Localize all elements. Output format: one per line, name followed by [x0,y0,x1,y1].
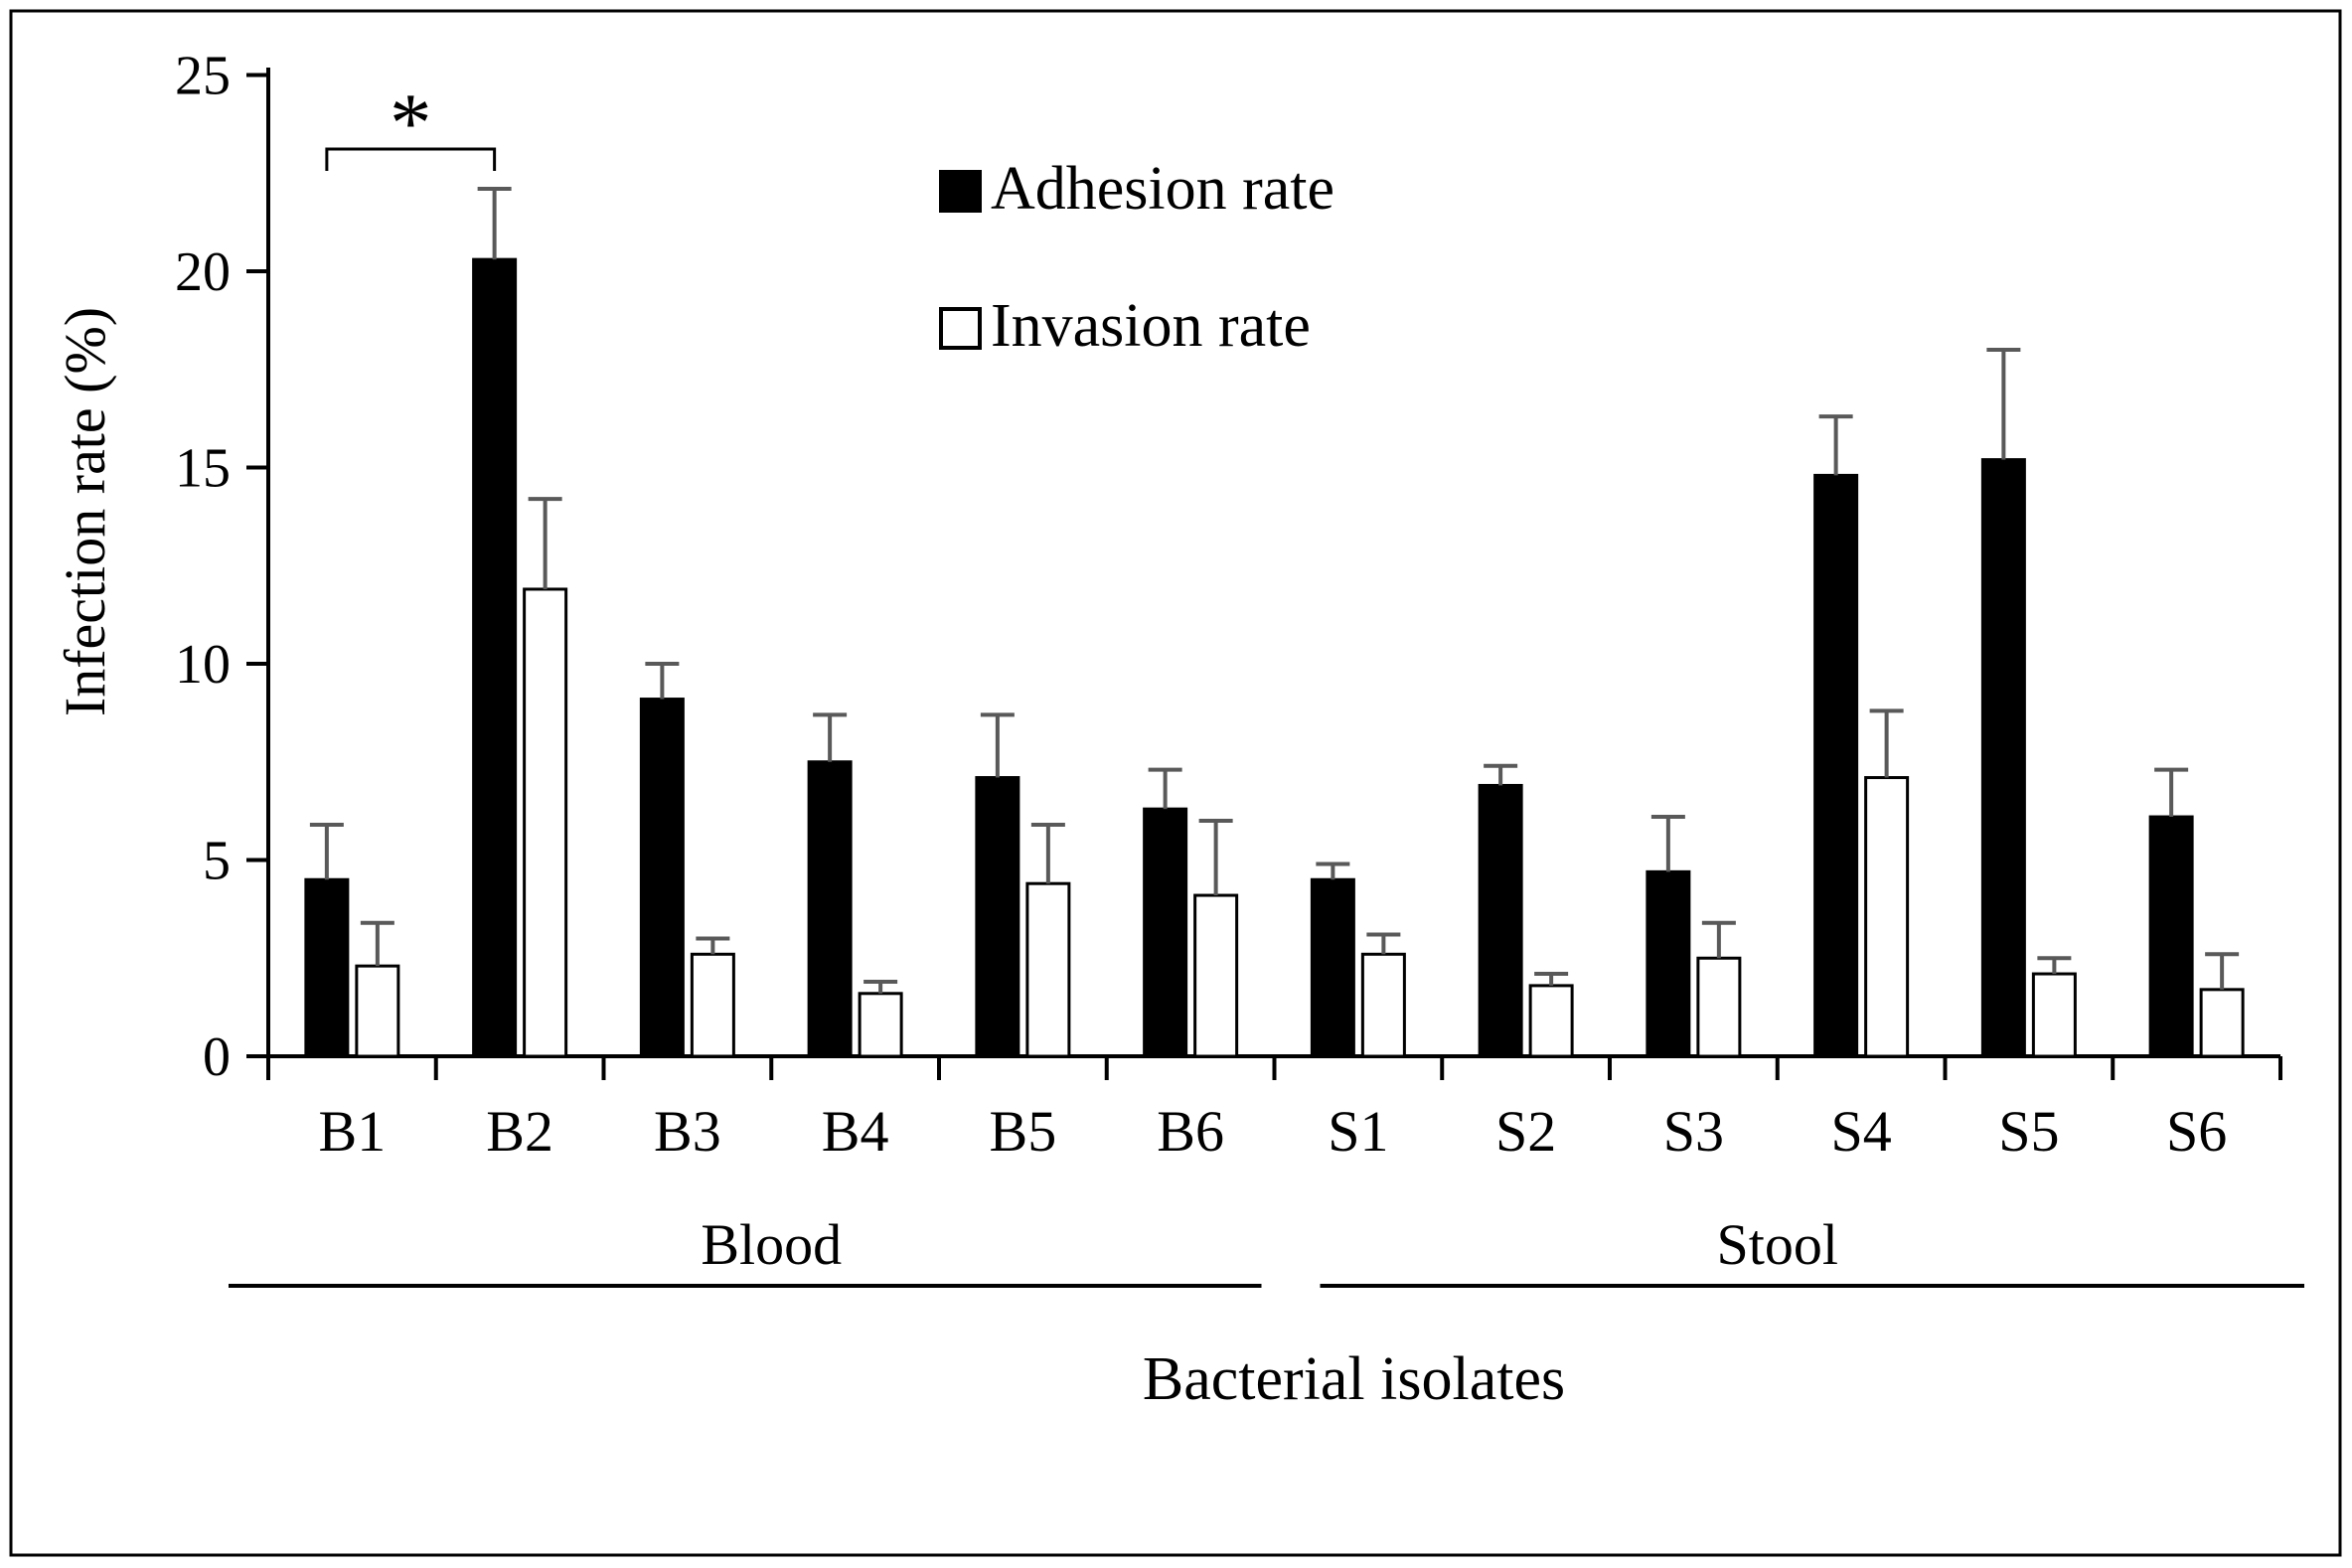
y-tick-label: 0 [203,1026,231,1088]
bar-S5-invasion [2031,972,2077,1058]
x-tick-label-B4: B4 [822,1099,889,1164]
bar-S5-adhesion [1980,458,2026,1058]
y-tick-label: 10 [175,634,231,696]
bar-B2-adhesion [472,257,518,1058]
x-tick-label-S4: S4 [1830,1099,1891,1164]
bar-S2-adhesion [1478,783,1523,1058]
x-tick-label-S6: S6 [2166,1099,2227,1164]
bar-S6-invasion [2199,988,2245,1058]
bar-B5-invasion [1025,881,1071,1058]
bar-S4-invasion [1864,776,1910,1058]
bar-B3-adhesion [639,698,685,1058]
significance-star: * [390,77,432,170]
y-tick-label: 5 [203,831,231,892]
legend-label-invasion: Invasion rate [991,292,1311,360]
x-tick-label-B6: B6 [1157,1099,1224,1164]
x-tick-label-B2: B2 [486,1099,553,1164]
bar-B4-adhesion [807,760,853,1058]
bar-S6-adhesion [2148,815,2194,1058]
legend-label-adhesion: Adhesion rate [991,155,1334,223]
bar-S1-invasion [1360,952,1406,1058]
bar-B6-adhesion [1143,807,1188,1058]
bar-B2-invasion [523,587,568,1058]
x-tick-label-B1: B1 [319,1099,387,1164]
bar-B6-invasion [1193,893,1239,1058]
x-tick-label-S5: S5 [1998,1099,2059,1164]
significance-bracket [325,147,497,171]
x-tick-label-S1: S1 [1328,1099,1388,1164]
bar-B1-adhesion [304,877,350,1058]
y-axis-title: Infection rate (%) [53,307,117,716]
x-tick-label-B5: B5 [990,1099,1057,1164]
legend-swatch-adhesion [939,170,982,213]
group-label-stool: Stool [1717,1212,1839,1277]
x-tick-label-B3: B3 [654,1099,721,1164]
bar-S1-adhesion [1310,877,1355,1058]
bar-S4-adhesion [1813,473,1859,1058]
bar-B5-adhesion [975,776,1020,1058]
bar-S2-invasion [1528,984,1574,1058]
bar-B4-invasion [858,992,903,1058]
x-tick-label-S3: S3 [1663,1099,1724,1164]
bar-B1-invasion [355,964,400,1058]
y-tick-label: 25 [175,46,231,107]
figure-border [9,9,2342,1557]
y-tick-label: 15 [175,438,231,500]
x-axis-title: Bacterial isolates [1143,1345,1565,1413]
bar-S3-invasion [1696,956,1742,1058]
group-label-blood: Blood [701,1212,842,1277]
y-tick-label: 20 [175,241,231,303]
bar-S3-adhesion [1646,869,1691,1058]
legend-swatch-invasion [939,307,982,350]
bar-B3-invasion [690,952,735,1058]
x-tick-label-S2: S2 [1495,1099,1556,1164]
